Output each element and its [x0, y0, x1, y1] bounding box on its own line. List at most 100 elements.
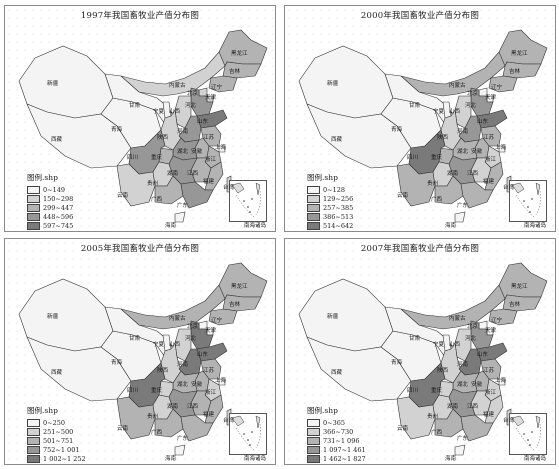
province-label: 新疆: [47, 81, 59, 87]
legend-swatch: [27, 454, 40, 463]
province-label: 湖北: [177, 149, 189, 155]
province-label: 上海: [495, 145, 507, 151]
china-map: [18, 262, 268, 456]
province-label: 北京: [187, 324, 199, 330]
province-label: 湖北: [457, 149, 469, 155]
province-label: 江苏: [483, 368, 495, 374]
legend-item: 0~149: [27, 185, 93, 194]
legend-swatch: [27, 212, 40, 221]
province-label: 山东: [477, 352, 489, 358]
legend-item: 597~745: [27, 221, 93, 230]
legend-swatch: [27, 436, 40, 445]
province-label: 云南: [117, 193, 129, 199]
legend-label: 1 097~1 461: [323, 445, 366, 454]
province-label: 辽宁: [491, 85, 503, 91]
province-label: 海南: [165, 223, 177, 229]
map-panel-1997: 1997年我国畜牧业产值分布图 图例.shp 0~149 150~298 299…: [4, 5, 276, 232]
province-label: 广西: [431, 197, 443, 203]
province-label: 内蒙古: [169, 83, 186, 89]
legend-item: 752~1 001: [27, 445, 93, 454]
province-label: 台湾: [503, 185, 515, 191]
legend-swatch: [27, 185, 40, 194]
legend-item: 251~500: [27, 427, 93, 436]
legend-swatch: [27, 445, 40, 454]
province-label: 宁夏: [433, 342, 445, 348]
legend-swatch: [27, 203, 40, 212]
province-label: 重庆: [431, 155, 443, 161]
province-label: 吉林: [229, 302, 241, 308]
province-label: 内蒙古: [449, 83, 466, 89]
province-label: 上海: [215, 145, 227, 151]
legend: 图例.shp 0~128 129~256 257~385 386~513 514…: [307, 172, 373, 230]
province-label: 天津: [205, 95, 217, 101]
province-label: 福建: [203, 179, 215, 185]
province-label: 吉林: [509, 302, 521, 308]
province-hebei: [190, 320, 214, 350]
province-label: 贵州: [147, 181, 159, 187]
legend-label: 257~385: [323, 203, 354, 212]
province-heilongjiang: [218, 262, 268, 300]
legend-title: 图例.shp: [307, 406, 338, 415]
province-label: 湖南: [447, 171, 459, 177]
province-label: 江西: [187, 404, 199, 410]
province-label: 山东: [197, 352, 209, 358]
province-label: 江苏: [203, 135, 215, 141]
province-label: 湖南: [167, 404, 179, 410]
province-label: 甘肃: [129, 103, 141, 109]
inset-map: [511, 182, 541, 218]
legend-swatch: [307, 212, 320, 221]
province-label: 广西: [151, 430, 163, 436]
province-label: 海南: [445, 223, 457, 229]
province-label: 贵州: [427, 414, 439, 420]
province-label: 北京: [467, 91, 479, 97]
province-label: 湖北: [457, 382, 469, 388]
province-guangdong: [460, 181, 494, 209]
province-label: 江苏: [203, 368, 215, 374]
province-guangdong: [180, 414, 214, 442]
province-label: 贵州: [427, 181, 439, 187]
province-label: 湖南: [447, 404, 459, 410]
province-label: 陕西: [157, 368, 169, 374]
province-label: 江西: [187, 171, 199, 177]
province-label: 辽宁: [211, 318, 223, 324]
province-label: 天津: [485, 95, 497, 101]
province-label: 宁夏: [433, 109, 445, 115]
province-label: 安徽: [191, 382, 203, 388]
province-label: 陕西: [157, 135, 169, 141]
legend-item: 129~256: [307, 194, 373, 203]
legend-swatch: [27, 427, 40, 436]
province-label: 浙江: [485, 157, 497, 163]
legend-swatch: [27, 418, 40, 427]
province-label: 天津: [485, 328, 497, 334]
map-panel-2000: 2000年我国畜牧业产值分布图 图例.shp 0~128 129~256 257…: [284, 5, 556, 232]
province-label: 西藏: [331, 370, 343, 376]
legend-item: 731~1 096: [307, 436, 373, 445]
inset-map: [231, 415, 261, 451]
province-label: 四川: [407, 388, 419, 394]
province-label: 四川: [407, 155, 419, 161]
legend-label: 251~500: [43, 427, 74, 436]
province-label: 台湾: [223, 185, 235, 191]
legend-label: 501~751: [43, 436, 74, 445]
south-china-sea-inset: [509, 180, 547, 222]
legend-label: 0~365: [323, 418, 345, 427]
province-label: 北京: [187, 91, 199, 97]
legend-label: 0~149: [43, 185, 65, 194]
legend-swatch: [27, 194, 40, 203]
province-label: 云南: [117, 426, 129, 432]
province-label: 内蒙古: [169, 316, 186, 322]
province-label: 黑龙江: [231, 51, 248, 57]
province-label: 宁夏: [153, 342, 165, 348]
legend-label: 0~250: [43, 418, 65, 427]
province-label: 浙江: [485, 390, 497, 396]
province-label: 新疆: [327, 81, 339, 87]
inset-map: [231, 182, 261, 218]
province-label: 贵州: [147, 414, 159, 420]
legend: 图例.shp 0~149 150~298 299~447 448~596 597…: [27, 172, 93, 230]
province-label: 河南: [177, 129, 189, 135]
china-map: [18, 29, 268, 223]
legend: 图例.shp 0~250 251~500 501~751 752~1 001 1…: [27, 405, 93, 463]
province-label: 广东: [177, 436, 189, 442]
province-label: 广西: [151, 197, 163, 203]
legend-swatch: [27, 221, 40, 230]
